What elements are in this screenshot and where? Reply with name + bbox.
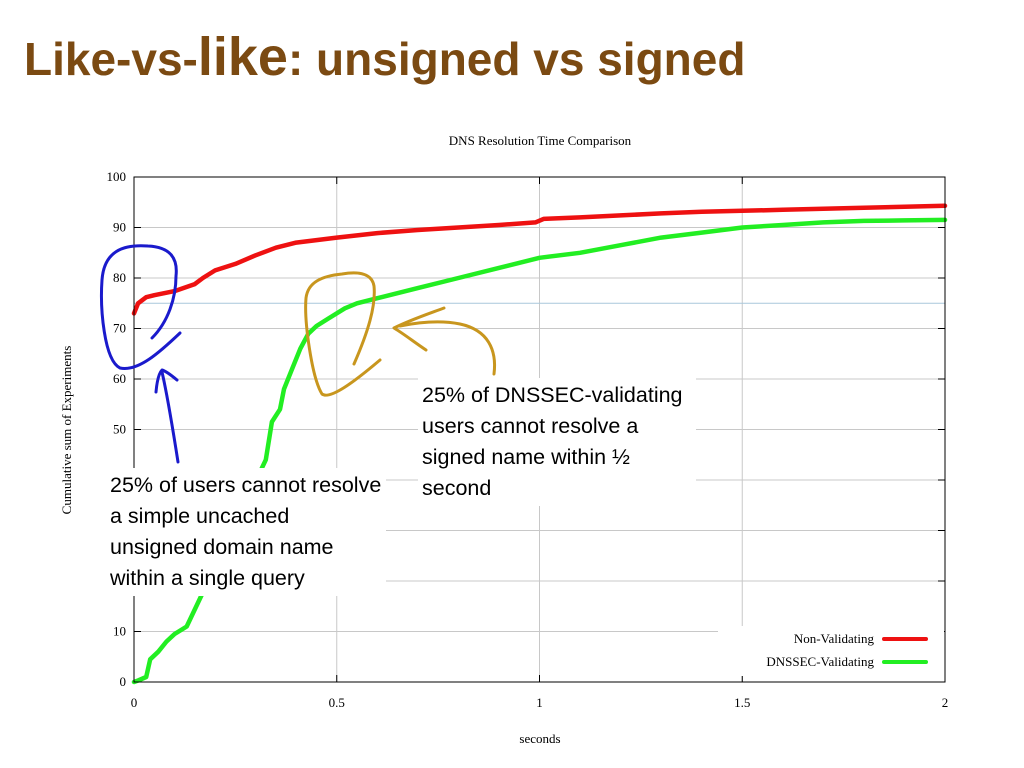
legend: Non-Validating DNSSEC-Validating xyxy=(718,626,944,676)
x-tick-label: 2 xyxy=(942,695,949,710)
blue-arrow-head xyxy=(154,368,179,394)
legend-label-dnssec-validating: DNSSEC-Validating xyxy=(766,654,874,669)
series-layer xyxy=(131,203,948,685)
x-tick-label: 0 xyxy=(131,695,138,710)
blue-arrow-shaft xyxy=(160,370,180,464)
series-line-dnssec-validating xyxy=(131,217,948,685)
y-tick-label: 0 xyxy=(120,674,127,689)
slide-title-part2: like xyxy=(197,27,288,87)
y-tick-label: 60 xyxy=(113,371,126,386)
gold-loop-marker xyxy=(304,271,382,397)
y-tick-label: 10 xyxy=(113,624,126,639)
blue-loop-marker xyxy=(100,244,182,370)
right-annotation-callout: 25% of DNSSEC-validating users cannot re… xyxy=(418,378,696,506)
y-tick-label: 90 xyxy=(113,220,126,235)
y-tick-label: 50 xyxy=(113,422,126,437)
x-tick-label: 0.5 xyxy=(329,695,345,710)
left-annotation-callout: 25% of users cannot resolve a simple unc… xyxy=(106,468,386,596)
hand-drawn-annotations xyxy=(100,244,497,464)
y-axis-label: Cumulative sum of Experiments xyxy=(59,346,74,515)
x-tick-label: 1.5 xyxy=(734,695,750,710)
x-tick-label: 1 xyxy=(536,695,543,710)
gold-arrow-shaft xyxy=(398,320,497,376)
series-line-non-validating xyxy=(131,203,948,316)
slide-title-part3: : unsigned vs signed xyxy=(287,33,746,85)
chart-title: DNS Resolution Time Comparison xyxy=(449,133,632,148)
x-axis-label: seconds xyxy=(519,731,560,746)
slide-title: Like-vs-like: unsigned vs signed xyxy=(24,30,745,84)
legend-background xyxy=(718,626,944,676)
gold-arrow-head xyxy=(392,306,446,352)
y-tick-label: 70 xyxy=(113,321,126,336)
slide-title-part1: Like-vs- xyxy=(24,33,198,85)
legend-label-non-validating: Non-Validating xyxy=(794,631,875,646)
y-tick-label: 80 xyxy=(113,270,126,285)
y-tick-label: 100 xyxy=(107,169,127,184)
